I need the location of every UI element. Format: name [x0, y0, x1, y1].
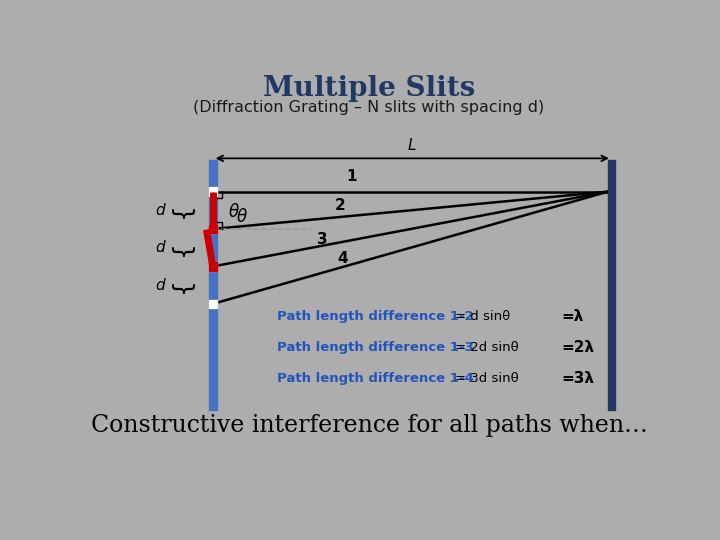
Text: Constructive interference for all paths when…: Constructive interference for all paths …	[91, 414, 647, 437]
Text: =2λ: =2λ	[562, 340, 595, 355]
Text: 2: 2	[335, 198, 346, 213]
Bar	[209, 225, 217, 233]
Text: = 3d sinθ: = 3d sinθ	[456, 372, 519, 385]
Bar	[209, 262, 217, 271]
Text: d: d	[155, 240, 165, 255]
Bar	[209, 187, 217, 196]
Text: Path length difference 1-2: Path length difference 1-2	[277, 310, 474, 323]
Bar	[209, 300, 217, 308]
Bar	[209, 225, 217, 233]
Text: {: {	[170, 240, 194, 255]
Text: $\theta$: $\theta$	[228, 202, 240, 220]
Text: Multiple Slits: Multiple Slits	[263, 75, 475, 102]
Text: L: L	[408, 138, 416, 153]
Text: Path length difference 1-3: Path length difference 1-3	[277, 341, 474, 354]
Text: {: {	[170, 277, 194, 293]
Bar	[209, 262, 217, 271]
Text: = 2d sinθ: = 2d sinθ	[456, 341, 519, 354]
Text: {: {	[170, 202, 194, 218]
Text: = d sinθ: = d sinθ	[456, 310, 510, 323]
Text: 4: 4	[337, 251, 348, 266]
Bar	[608, 160, 616, 410]
Text: 1: 1	[346, 169, 356, 184]
Text: 3: 3	[317, 232, 328, 247]
Text: $\theta$: $\theta$	[236, 208, 248, 226]
Text: =λ: =λ	[562, 309, 584, 324]
Text: d: d	[155, 203, 165, 218]
Bar	[209, 160, 217, 410]
Text: =3λ: =3λ	[562, 371, 595, 386]
Text: Path length difference 1-4: Path length difference 1-4	[277, 372, 474, 385]
Text: d: d	[155, 278, 165, 293]
Text: (Diffraction Grating – N slits with spacing d): (Diffraction Grating – N slits with spac…	[194, 100, 544, 115]
